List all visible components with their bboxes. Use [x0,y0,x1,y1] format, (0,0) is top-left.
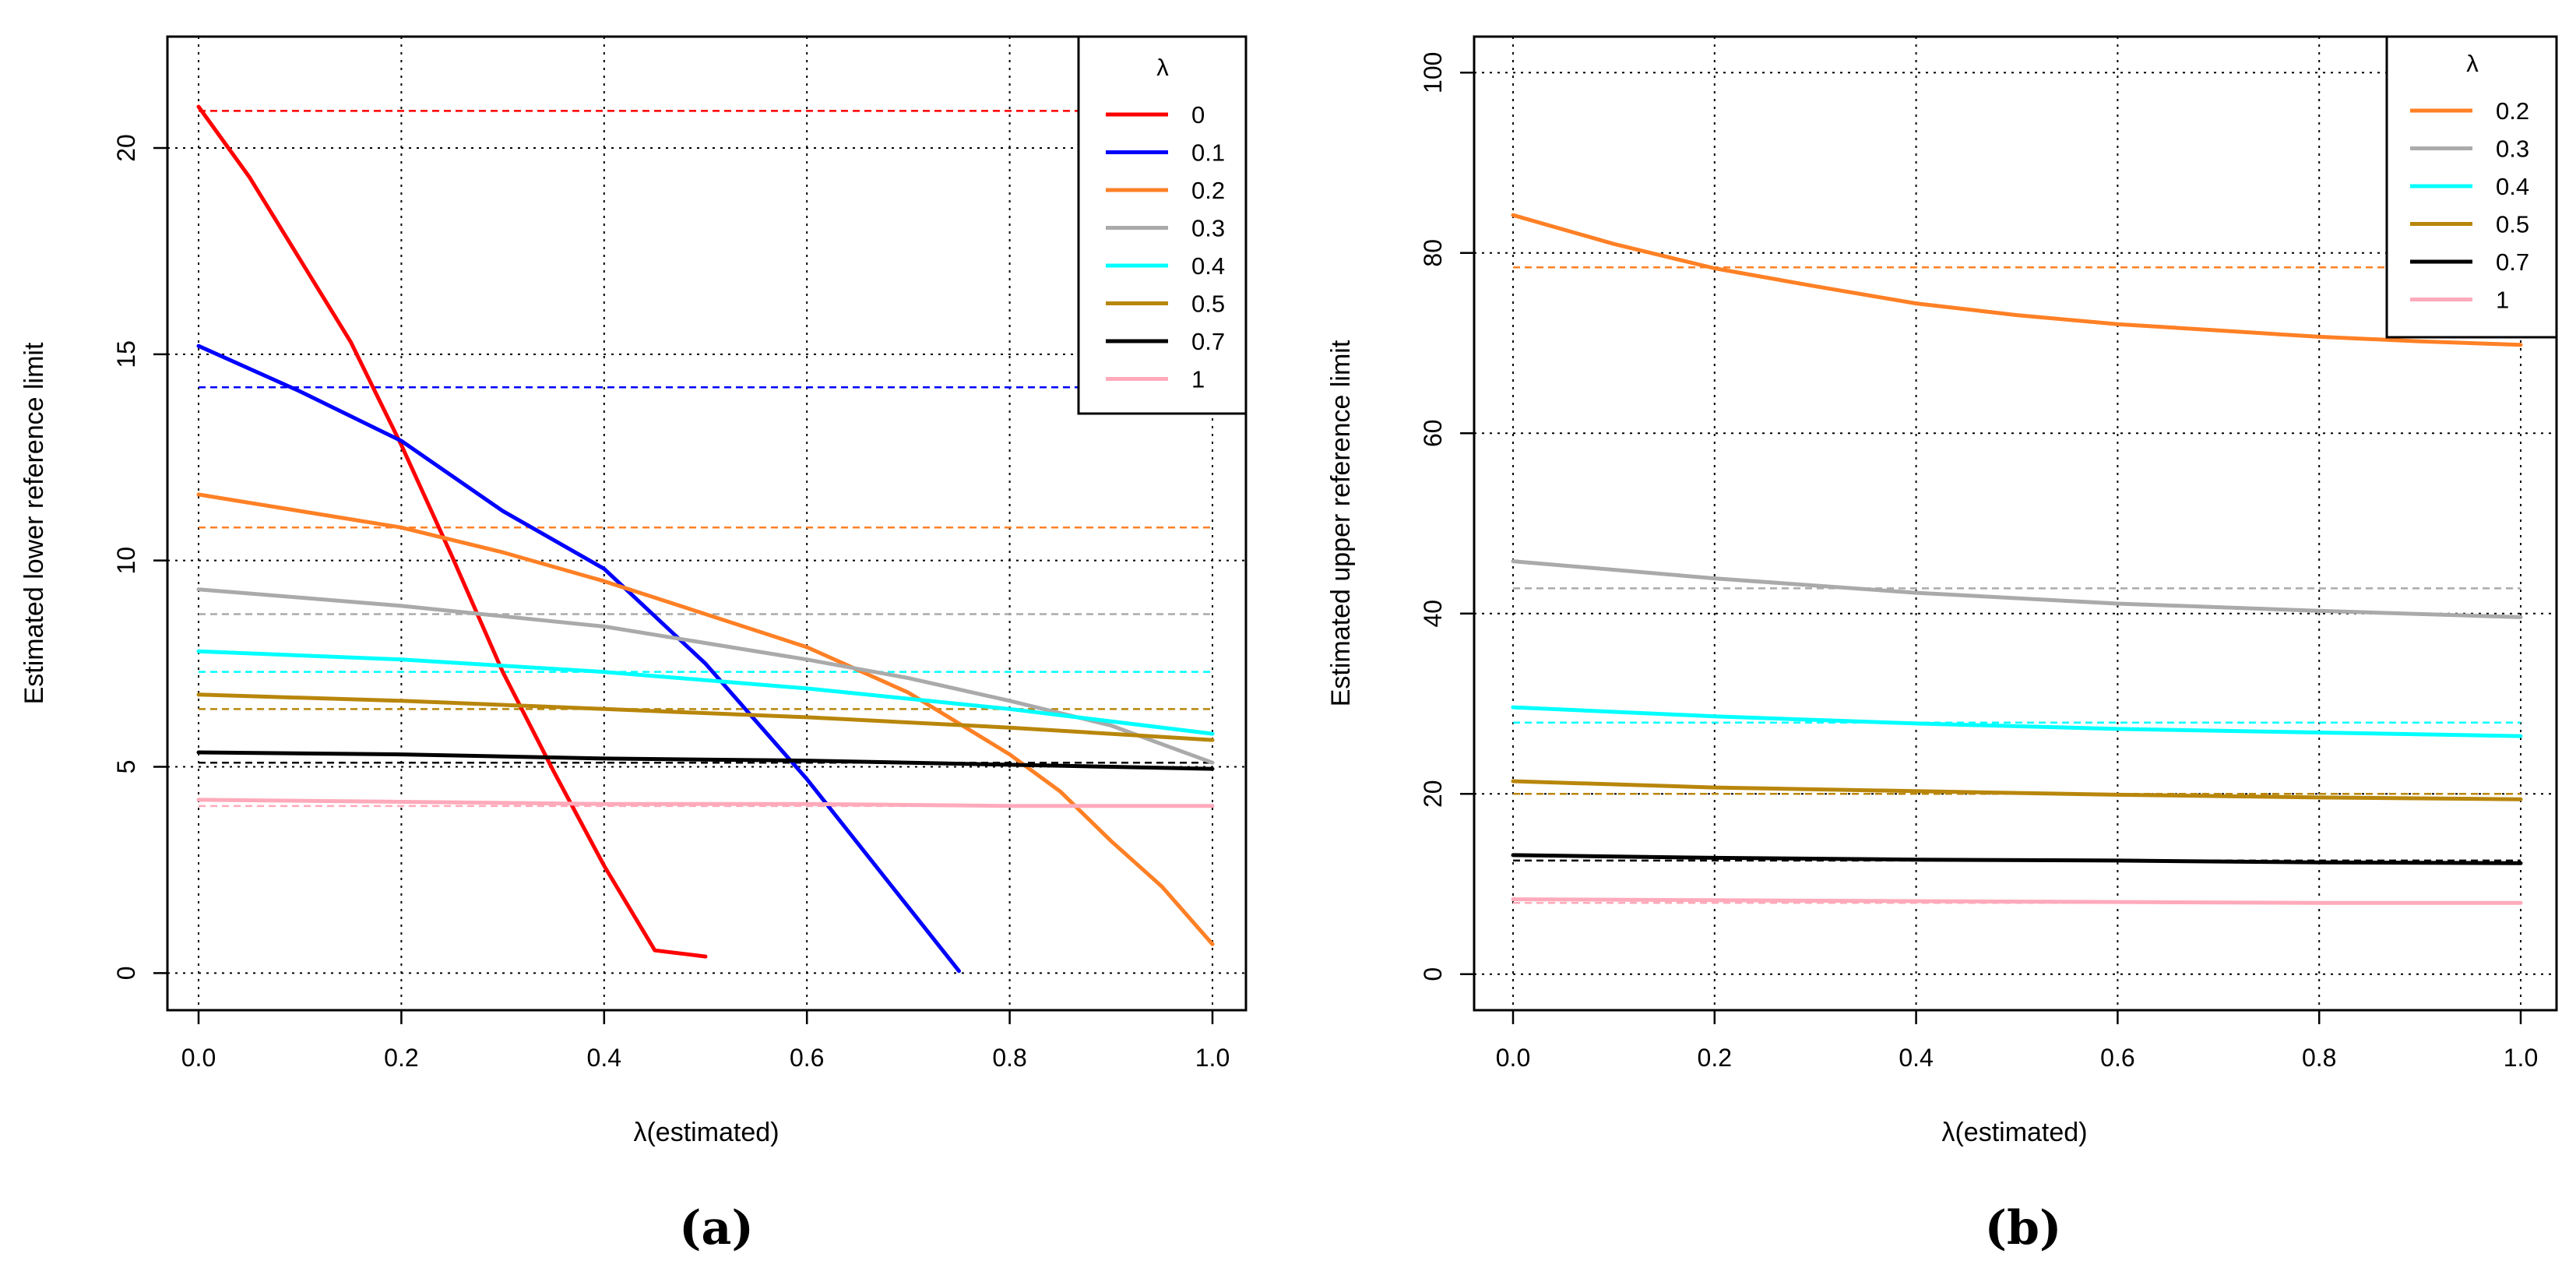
y-tick-label: 0 [1419,967,1447,981]
series-line-1 [1511,897,2523,905]
legend-label-0: 0 [1191,101,1205,129]
series-line-0.5 [1511,779,2523,801]
legend-label-0.5: 0.5 [2496,211,2529,238]
series-line-0.7 [196,750,1215,771]
x-tick-label: 0.6 [790,1044,824,1072]
y-tick-label: 10 [112,547,140,575]
legend-label-0.3: 0.3 [2496,136,2529,163]
grid-lines [167,37,1246,1010]
y-tick-label: 100 [1419,52,1447,93]
x-tick-label: 0.2 [1698,1044,1732,1072]
x-tick-label: 0.0 [181,1044,216,1072]
legend-label-0.7: 0.7 [2496,248,2529,276]
x-axis: 0.0 0.2 0.4 0.6 0.8 1.0 [1496,1010,2538,1072]
y-tick-label: 40 [1419,600,1447,628]
legend-items: 0 0.1 0.2 0.3 0.4 0.5 0.7 1 [1106,101,1225,393]
chart-panel-b: 0.0 0.2 0.4 0.6 0.8 1.0 0 20 40 60 80 100 λ(estima… [1326,35,2558,1256]
x-axis-label: λ(estimated) [1941,1118,2087,1147]
series-line-0.2 [1511,213,2523,347]
x-tick-label: 0.8 [2302,1044,2336,1072]
legend-box [1077,35,1248,415]
y-tick-label: 20 [1419,780,1447,808]
plot-area-frame [166,35,1248,1012]
legend-label-0.2: 0.2 [1191,177,1225,204]
legend-label-0.1: 0.1 [1191,139,1225,167]
y-tick-label: 5 [112,760,140,774]
y-axis: 0 5 10 15 20 [112,134,167,980]
legend: λ 0.2 0.3 0.4 0.5 0.7 1 [2385,35,2558,339]
legend: λ 0 0.1 0.2 0.3 0.4 0.5 0.7 1 [1077,35,1248,415]
x-tick-label: 1.0 [2504,1044,2538,1072]
series-line-0.3 [1511,559,2523,619]
x-tick-label: 0.2 [384,1044,418,1072]
x-tick-label: 0.4 [587,1044,621,1072]
x-tick-label: 0.0 [1496,1044,1530,1072]
x-axis: 0.0 0.2 0.4 0.6 0.8 1.0 [181,1010,1230,1072]
legend-label-0.2: 0.2 [2496,97,2529,125]
series-line-0.7 [1511,853,2523,865]
y-tick-label: 0 [112,966,140,980]
series-lines [1511,213,2523,905]
plot-area-frame [1473,35,2558,1012]
series-line-0.4 [1511,705,2523,738]
y-tick-label: 60 [1419,419,1447,447]
y-tick-label: 80 [1419,239,1447,267]
series-line-0.3 [196,587,1215,765]
legend-items: 0.2 0.3 0.4 0.5 0.7 1 [2410,97,2529,314]
x-tick-label: 0.4 [1899,1044,1933,1072]
legend-label-0.3: 0.3 [1191,215,1225,242]
legend-label-0.4: 0.4 [1191,252,1225,280]
panel-label-b: (b) [1985,1201,2062,1256]
legend-label-1: 1 [1191,366,1205,393]
x-tick-label: 0.6 [2100,1044,2134,1072]
y-tick-label: 20 [112,134,140,162]
legend-label-1: 1 [2496,287,2509,314]
series-line-0.1 [196,343,961,974]
x-axis-label: λ(estimated) [633,1118,779,1147]
legend-label-0.5: 0.5 [1191,291,1225,318]
y-tick-label: 15 [112,340,140,368]
series-line-0.5 [196,692,1215,742]
panel-label-a: (a) [679,1201,754,1256]
legend-label-0.7: 0.7 [1191,328,1225,355]
legend-title: λ [2466,50,2479,77]
series-line-0.2 [196,492,1215,946]
x-tick-label: 1.0 [1195,1044,1230,1072]
y-axis-label: Estimated lower reference limit [19,342,49,704]
series-line-0 [196,104,708,959]
x-tick-label: 0.8 [992,1044,1026,1072]
y-axis-label: Estimated upper reference limit [1326,340,1356,706]
series-lines [196,104,1215,974]
series-line-1 [196,798,1215,808]
y-axis: 0 20 40 60 80 100 [1419,52,1474,981]
series-line-0.4 [196,649,1215,736]
legend-title: λ [1156,54,1169,81]
legend-label-0.4: 0.4 [2496,173,2529,200]
